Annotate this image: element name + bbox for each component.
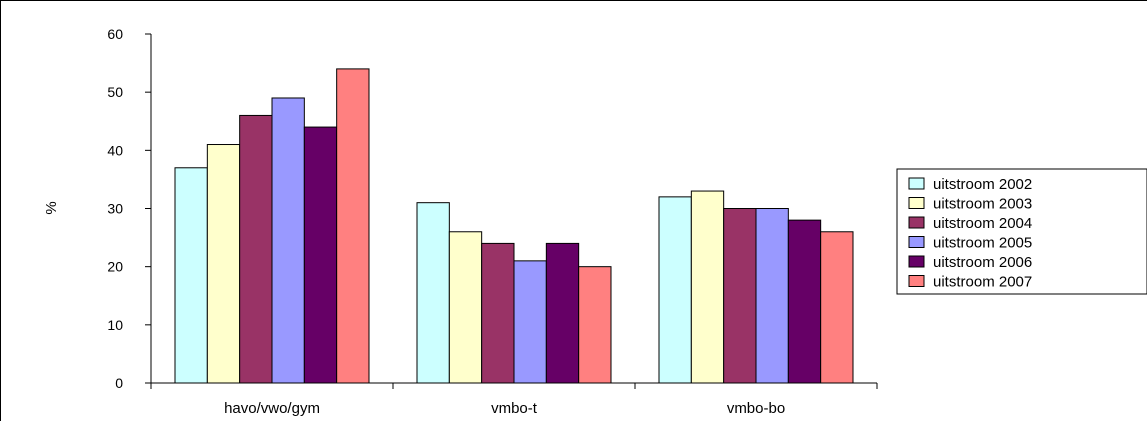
legend-swatch [908,197,925,209]
legend-label: uitstroom 2004 [933,215,1032,232]
bar [271,97,305,384]
bar [755,208,789,384]
bar [174,167,208,384]
x-tick-label: havo/vwo/gym [224,400,320,417]
bars [174,68,854,384]
legend-label: uitstroom 2006 [933,254,1032,271]
bar [206,144,241,384]
legend-swatch [908,177,925,190]
legend-swatch [908,255,925,268]
bar [416,202,450,384]
y-tick-label: 0 [115,375,123,391]
legend-label: uitstroom 2007 [933,274,1032,291]
x-tick-label: vmbo-bo [727,400,785,417]
bar [690,190,725,384]
legend-swatch [908,216,925,229]
legend: uitstroom 2002 uitstroom 2003 uitstroom 20… [896,168,1147,295]
y-tick-label: 10 [107,317,123,333]
bar [658,196,692,384]
bar [545,242,580,384]
legend-label: uitstroom 2002 [933,176,1032,193]
y-tick-label: 50 [107,84,123,100]
y-tick-label: 60 [107,26,123,42]
x-tick-label: vmbo-t [491,400,538,417]
y-axis-label: % [43,201,60,214]
legend-label: uitstroom 2005 [933,235,1032,252]
bar [336,68,370,384]
bar [787,219,822,384]
bar [723,208,757,384]
bar [448,231,483,384]
y-tick-label: 30 [107,201,123,217]
y-tick-label: 20 [107,259,123,275]
legend-swatch [908,275,925,287]
legend-label: uitstroom 2003 [933,196,1032,213]
bar [820,231,854,384]
bar [303,126,338,384]
bar [481,242,515,384]
legend-swatch [908,236,925,248]
y-tick-label: 40 [107,142,123,158]
legend-box [896,168,1147,295]
axes: 0 10 20 30 40 50 60% havo/vwo/gym vmbo-t vmbo-bo [43,26,878,417]
bar [513,260,547,384]
bar [578,266,612,384]
bar [239,114,273,384]
